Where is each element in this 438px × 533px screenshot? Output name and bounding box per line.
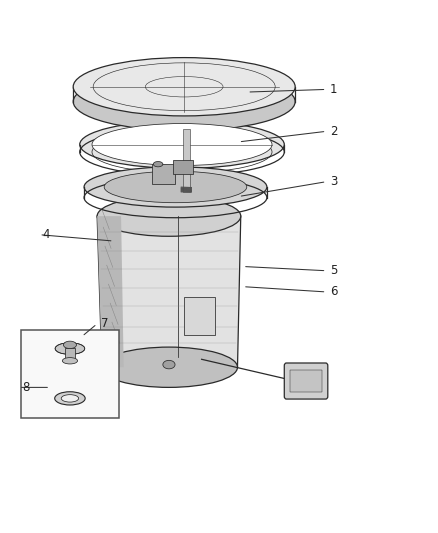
Ellipse shape (61, 394, 79, 402)
Ellipse shape (153, 161, 163, 167)
Text: 2: 2 (330, 125, 338, 138)
Bar (173, 160, 193, 174)
Ellipse shape (92, 124, 272, 166)
Bar (183, 128, 190, 192)
Text: 6: 6 (330, 286, 338, 298)
Bar (152, 164, 176, 184)
Polygon shape (97, 216, 124, 367)
Ellipse shape (55, 343, 85, 354)
FancyBboxPatch shape (284, 363, 328, 399)
Text: 4: 4 (43, 228, 50, 241)
Ellipse shape (104, 171, 247, 203)
Text: 3: 3 (330, 175, 337, 188)
Bar (21, 330, 119, 418)
Bar (290, 370, 322, 392)
Ellipse shape (73, 58, 295, 116)
Text: 7: 7 (101, 317, 108, 330)
Ellipse shape (84, 167, 267, 207)
Ellipse shape (64, 341, 77, 349)
Ellipse shape (80, 120, 284, 168)
Bar (65, 348, 75, 361)
Ellipse shape (100, 347, 237, 387)
Text: 1: 1 (330, 83, 338, 96)
Ellipse shape (55, 392, 85, 405)
Ellipse shape (163, 360, 175, 369)
Polygon shape (97, 216, 241, 367)
Bar (184, 297, 215, 335)
Ellipse shape (62, 358, 78, 364)
Ellipse shape (97, 196, 241, 236)
Text: 8: 8 (22, 381, 30, 394)
Ellipse shape (73, 72, 295, 131)
Text: 5: 5 (330, 264, 337, 277)
